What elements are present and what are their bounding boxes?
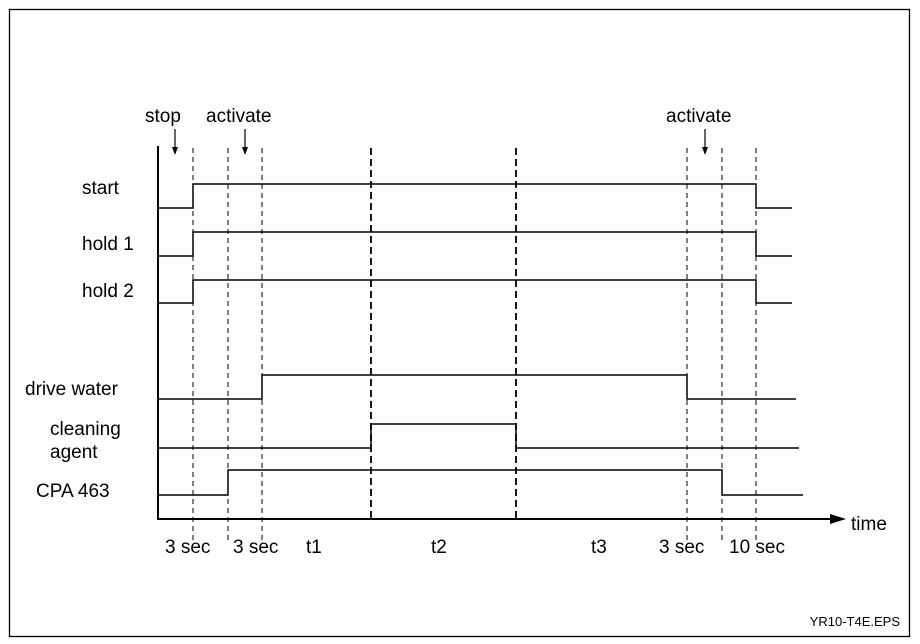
signal-label-agent: agent (50, 442, 98, 463)
interval-label-t2: t2 (431, 537, 447, 558)
signal-label-cpa-463: CPA 463 (36, 481, 110, 502)
x-axis-arrow (830, 514, 846, 524)
waveform-cleaning-agent (158, 423, 799, 449)
signal-label-start: start (82, 178, 120, 199)
waveform-hold-2 (158, 279, 792, 304)
interval-label-t3: t3 (591, 537, 607, 558)
event-label-activate-1: activate (206, 106, 271, 127)
interval-label-2: 3 sec (233, 537, 278, 558)
interval-label-3sec-end: 3 sec (659, 537, 704, 558)
interval-label-10sec: 10 sec (729, 537, 785, 558)
x-axis-label: time (851, 514, 887, 535)
activate-arrow-head-2 (702, 147, 708, 155)
figure-id: YR10-T4E.EPS (810, 614, 901, 629)
diagram-frame (8, 8, 911, 638)
signal-label-cleaning: cleaning (50, 419, 121, 440)
event-label-stop: stop (145, 106, 181, 127)
signal-label-hold-2: hold 2 (82, 281, 134, 302)
axes (157, 146, 830, 520)
activate-arrow-head-1 (242, 147, 248, 155)
interval-label-t1: t1 (306, 537, 322, 558)
stop-arrow-head (172, 147, 178, 155)
thin-dividers (192, 148, 757, 540)
waveforms (158, 183, 803, 496)
interval-label-1: 3 sec (165, 537, 210, 558)
signal-label-hold-1: hold 1 (82, 234, 134, 255)
waveform-cpa-463 (158, 469, 803, 496)
signal-label-drive-water: drive water (25, 379, 119, 400)
event-arrows (174, 129, 706, 148)
waveform-start (158, 183, 792, 209)
waveform-drive-water (158, 374, 796, 400)
event-label-activate-2: activate (666, 106, 731, 127)
waveform-hold-1 (158, 231, 792, 257)
bold-dividers (370, 148, 517, 522)
